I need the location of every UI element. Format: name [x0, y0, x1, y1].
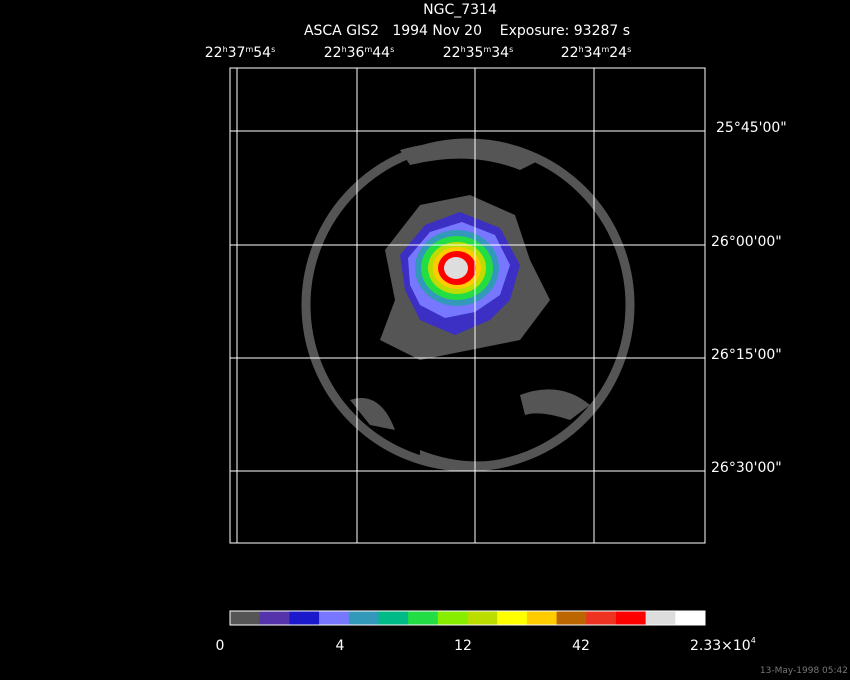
colorbar-segment — [556, 611, 587, 625]
ra-label: 22h34m24s — [561, 45, 632, 61]
ra-label: 22h37m54s — [205, 45, 276, 61]
colorbar-segment — [289, 611, 320, 625]
colorbar-segment — [437, 611, 468, 625]
timestamp: 13-May-1998 05:42 — [760, 666, 848, 676]
colorbar-label: 12 — [454, 638, 472, 654]
dec-label: 26°00'00" — [711, 234, 782, 250]
colorbar-label: 0 — [216, 638, 225, 654]
colorbar — [230, 611, 706, 625]
coord-grid — [230, 68, 705, 543]
colorbar-segment — [645, 611, 676, 625]
colorbar-segment — [526, 611, 558, 625]
colorbar-segment — [615, 611, 647, 625]
ra-label: 22h36m44s — [324, 45, 395, 61]
patch — [400, 142, 540, 170]
colorbar-segment — [259, 611, 290, 625]
dec-label: 25°45'00" — [716, 120, 787, 136]
colorbar-segment — [230, 611, 261, 625]
colorbar-segment — [348, 611, 379, 625]
dec-labels: 25°45'00" 26°00'00" 26°15'00" 26°30'00" — [711, 120, 787, 476]
colorbar-frame — [229, 610, 706, 626]
dec-label: 26°30'00" — [711, 460, 782, 476]
patch — [350, 389, 590, 467]
subtitle: ASCA GIS2 1994 Nov 20 Exposure: 93287 s — [304, 23, 630, 39]
colorbar-segment — [467, 611, 498, 625]
title: NGC_7314 — [423, 2, 497, 18]
frame-box — [229, 67, 706, 544]
colorbar-segment — [408, 611, 439, 625]
colorbar-segment — [378, 611, 409, 625]
ra-label: 22h35m34s — [443, 45, 514, 61]
frame — [229, 67, 706, 544]
colorbar-segment — [319, 611, 350, 625]
colorbar-segment — [497, 611, 528, 625]
colorbar-label: 2.33×104 — [690, 636, 756, 654]
xray-image — [301, 138, 635, 472]
colorbar-segment — [586, 611, 617, 625]
colorbar-label: 42 — [572, 638, 590, 654]
ra-labels: 22h37m54s 22h36m44s 22h35m34s 22h34m24s — [205, 45, 632, 61]
level — [444, 257, 468, 279]
dec-label: 26°15'00" — [711, 347, 782, 363]
colorbar-segment — [675, 611, 706, 625]
colorbar-label: 4 — [336, 638, 345, 654]
